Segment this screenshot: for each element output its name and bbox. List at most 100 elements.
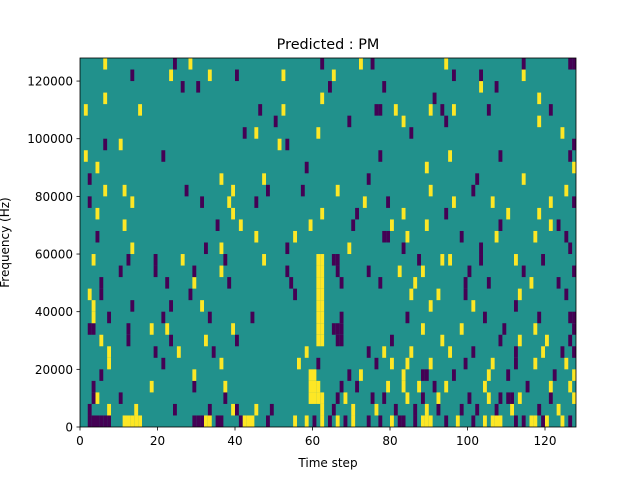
heatmap-cell-low bbox=[537, 311, 542, 324]
heatmap-cell-high bbox=[424, 403, 429, 416]
heatmap-cell-low bbox=[564, 230, 569, 243]
heatmap-cell-low bbox=[235, 403, 239, 416]
heatmap-cell-high bbox=[421, 323, 425, 335]
heatmap-cell-low bbox=[339, 323, 344, 335]
heatmap-cell-low bbox=[525, 380, 530, 393]
heatmap-cell-high bbox=[316, 288, 321, 301]
heatmap-cell-high bbox=[320, 92, 325, 105]
heatmap-cell-high bbox=[347, 242, 352, 255]
heatmap-cell-high bbox=[219, 242, 224, 255]
heatmap-cell-low bbox=[479, 254, 484, 266]
heatmap-cell-high bbox=[297, 357, 301, 370]
heatmap-cell-low bbox=[467, 265, 472, 278]
heatmap-cell-low bbox=[572, 138, 577, 151]
heatmap-cell-low bbox=[103, 138, 108, 151]
heatmap-cell-high bbox=[521, 173, 526, 185]
heatmap-cell-high bbox=[359, 369, 363, 381]
heatmap-cell-high bbox=[204, 334, 208, 347]
heatmap-cell-low bbox=[548, 392, 553, 404]
heatmap-cell-high bbox=[471, 300, 476, 312]
heatmap-cell-high bbox=[545, 334, 549, 347]
heatmap-cell-high bbox=[517, 392, 522, 404]
heatmap-cell-low bbox=[335, 392, 340, 404]
heatmap-cell-low bbox=[572, 323, 577, 335]
heatmap-cell-high bbox=[293, 230, 298, 243]
heatmap-cell-high bbox=[428, 184, 433, 197]
heatmap-cell-low bbox=[366, 265, 371, 278]
heatmap-cell-high bbox=[207, 415, 212, 427]
heatmap-cell-low bbox=[118, 392, 123, 404]
heatmap-cell-high bbox=[316, 277, 321, 289]
heatmap-cell-low bbox=[421, 392, 425, 404]
heatmap-cell-high bbox=[440, 334, 445, 347]
heatmap-cell-high bbox=[397, 265, 402, 278]
heatmap-cell-high bbox=[126, 415, 131, 427]
heatmap-cell-high bbox=[87, 288, 92, 301]
heatmap-cell-high bbox=[409, 346, 414, 358]
plot-frame bbox=[79, 57, 577, 428]
heatmap-cell-low bbox=[180, 81, 185, 93]
heatmap-cell-low bbox=[436, 403, 441, 416]
heatmap-cell-high bbox=[537, 92, 542, 105]
y-tick-label: 20000 bbox=[35, 363, 73, 377]
heatmap-cell-low bbox=[235, 334, 239, 347]
heatmap-cell-low bbox=[537, 403, 542, 416]
heatmap-cell-high bbox=[281, 104, 286, 116]
heatmap-cell-low bbox=[87, 403, 92, 416]
heatmap-cell-low bbox=[103, 415, 108, 427]
heatmap-cell-low bbox=[95, 230, 100, 243]
heatmap-cell-low bbox=[479, 242, 484, 255]
heatmap-cell-low bbox=[572, 346, 577, 358]
x-tick-label: 60 bbox=[305, 434, 320, 448]
heatmap-cell-high bbox=[421, 415, 425, 427]
heatmap-cell-low bbox=[386, 196, 391, 208]
heatmap-cell-high bbox=[390, 415, 394, 427]
heatmap-cell-high bbox=[250, 415, 255, 427]
heatmap-cell-high bbox=[277, 138, 282, 151]
heatmap-cell-low bbox=[335, 265, 340, 278]
heatmap-cell-high bbox=[428, 300, 433, 312]
heatmap-cell-high bbox=[572, 392, 577, 404]
heatmap-cell-low bbox=[514, 357, 518, 370]
heatmap-cell-high bbox=[308, 392, 313, 404]
heatmap-cell-high bbox=[316, 127, 321, 139]
heatmap-cell-high bbox=[192, 277, 197, 289]
heatmap-cell-low bbox=[273, 115, 278, 128]
heatmap-cell-low bbox=[413, 403, 418, 416]
heatmap-cell-low bbox=[300, 184, 305, 197]
heatmap-cell-low bbox=[99, 277, 104, 289]
heatmap-cell-high bbox=[424, 415, 429, 427]
heatmap-cell-high bbox=[134, 415, 139, 427]
heatmap-cell-high bbox=[448, 150, 453, 162]
heatmap-cell-low bbox=[541, 415, 546, 427]
heatmap-cell-high bbox=[138, 415, 143, 427]
heatmap-cell-low bbox=[91, 323, 96, 335]
heatmap-cell-low bbox=[200, 196, 205, 208]
heatmap-cell-high bbox=[424, 219, 429, 231]
heatmap-cell-high bbox=[134, 403, 139, 416]
x-tick-label: 40 bbox=[227, 434, 242, 448]
heatmap-cell-high bbox=[308, 219, 313, 231]
heatmap-cell-high bbox=[362, 196, 367, 208]
heatmap-cell-high bbox=[455, 415, 460, 427]
heatmap-cell-high bbox=[533, 323, 538, 335]
heatmap-cell-low bbox=[87, 196, 92, 208]
heatmap-cell-high bbox=[401, 207, 406, 220]
heatmap-cell-low bbox=[99, 288, 104, 301]
heatmap-cell-low bbox=[223, 254, 228, 266]
heatmap-cell-high bbox=[293, 415, 298, 427]
heatmap-cell-high bbox=[83, 104, 88, 116]
heatmap-cell-high bbox=[448, 346, 453, 358]
heatmap-cell-low bbox=[366, 173, 371, 185]
heatmap-cell-low bbox=[339, 380, 344, 393]
heatmap-cell-low bbox=[192, 415, 197, 427]
heatmap-cell-low bbox=[521, 58, 526, 70]
heatmap-cell-low bbox=[514, 346, 518, 358]
heatmap-cell-high bbox=[440, 254, 445, 266]
heatmap-cell-low bbox=[405, 311, 410, 324]
heatmap-cell-high bbox=[320, 415, 325, 427]
heatmap-cell-low bbox=[285, 242, 290, 255]
heatmap-cell-low bbox=[99, 415, 104, 427]
heatmap-cell-high bbox=[548, 219, 553, 231]
